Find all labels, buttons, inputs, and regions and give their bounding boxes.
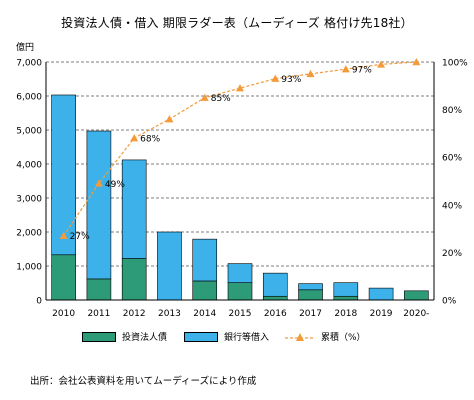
cumulative-marker — [412, 58, 421, 66]
cumulative-marker — [165, 115, 174, 123]
cumulative-label: 49% — [105, 180, 125, 190]
cumulative-marker — [130, 134, 139, 142]
left-tick-label: 3,000 — [16, 195, 42, 205]
bar-bond — [86, 278, 112, 301]
cumulative-marker — [377, 60, 386, 68]
cumulative-label: 93% — [281, 75, 301, 85]
legend-swatch-bank — [184, 331, 218, 342]
cumulative-marker — [236, 84, 244, 92]
cumulative-label: 85% — [211, 94, 231, 104]
bar-bank — [51, 94, 76, 256]
right-tick-label: 80% — [442, 106, 462, 116]
cumulative-marker — [59, 231, 68, 239]
cumulative-marker — [94, 179, 103, 187]
x-tick-label: 2018 — [334, 309, 357, 319]
right-tick-label: 100% — [442, 59, 468, 69]
legend-label-cumulative: 累積（%） — [321, 333, 366, 343]
left-tick-label: 7,000 — [16, 59, 42, 69]
bar-bond — [121, 258, 147, 301]
bar-bond — [262, 295, 288, 301]
bar-bond — [192, 280, 218, 301]
cumulative-line — [63, 61, 417, 237]
bar-bond — [51, 254, 76, 301]
x-tick-label: 2012 — [123, 309, 146, 319]
right-tick-label: 20% — [442, 249, 462, 259]
x-tick-label: 2020- — [403, 309, 429, 319]
right-tick-label: 0% — [442, 297, 457, 307]
bar-bank — [86, 130, 112, 280]
cumulative-marker — [200, 93, 209, 101]
cumulative-marker — [271, 74, 280, 82]
legend-marker — [296, 332, 304, 341]
x-tick-label: 2015 — [229, 309, 252, 319]
bar-bank — [262, 272, 288, 297]
ladder-chart: 0 1,000 2,000 3,000 4,000 5,000 6,000 7,000 0% 20… — [16, 41, 468, 319]
cumulative-label: 68% — [140, 135, 160, 145]
x-tick-label: 2013 — [158, 309, 181, 319]
chart-legend: 投資法人債 銀行等借入 累積（%） — [0, 330, 474, 346]
left-tick-label: 1,000 — [16, 263, 42, 273]
bar-bond — [404, 290, 429, 301]
cumulative-marker — [341, 65, 350, 73]
bar-bank — [227, 263, 253, 283]
legend-label-bank: 銀行等借入 — [224, 333, 270, 343]
bar-bank — [333, 282, 359, 297]
left-tick-label: 5,000 — [16, 127, 42, 137]
bar-bank — [121, 159, 147, 259]
cumulative-label: 27% — [70, 232, 90, 242]
bar-bank — [368, 287, 394, 301]
left-tick-label: 0 — [36, 297, 42, 307]
right-tick-label: 40% — [442, 201, 462, 211]
left-tick-label: 4,000 — [16, 161, 42, 171]
bar-bank — [298, 283, 323, 291]
x-tick-label: 2011 — [87, 309, 110, 319]
legend-swatch-bond — [82, 331, 116, 342]
legend-label-bond: 投資法人債 — [122, 333, 168, 343]
legend-item-bank: 銀行等借入 — [184, 330, 269, 343]
x-tick-label: 2019 — [370, 309, 393, 319]
left-axis-unit: 億円 — [16, 41, 34, 53]
legend-item-bond: 投資法人債 — [82, 330, 167, 343]
x-tick-label: 2010 — [52, 309, 75, 319]
bar-bank — [192, 238, 218, 282]
legend-item-cumulative: 累積（%） — [285, 330, 366, 343]
left-tick-label: 2,000 — [16, 229, 42, 239]
right-tick-label: 60% — [442, 154, 462, 164]
bar-bank — [157, 231, 182, 301]
x-tick-label: 2014 — [193, 309, 216, 319]
chart-title: 投資法人債・借入 期限ラダー表（ムーディーズ 格付け先18社） — [61, 16, 413, 30]
legend-swatch-cumulative — [285, 332, 315, 341]
x-tick-label: 2017 — [299, 309, 322, 319]
cumulative-label: 97% — [352, 66, 372, 76]
bar-bond — [298, 289, 323, 301]
bar-bond — [227, 282, 253, 301]
left-tick-label: 6,000 — [16, 93, 42, 103]
source-note: 出所：会社公表資料を用いてムーディーズにより作成 — [30, 376, 257, 387]
cumulative-marker — [306, 69, 315, 78]
bar-bond — [333, 295, 359, 301]
x-tick-label: 2016 — [264, 309, 287, 319]
